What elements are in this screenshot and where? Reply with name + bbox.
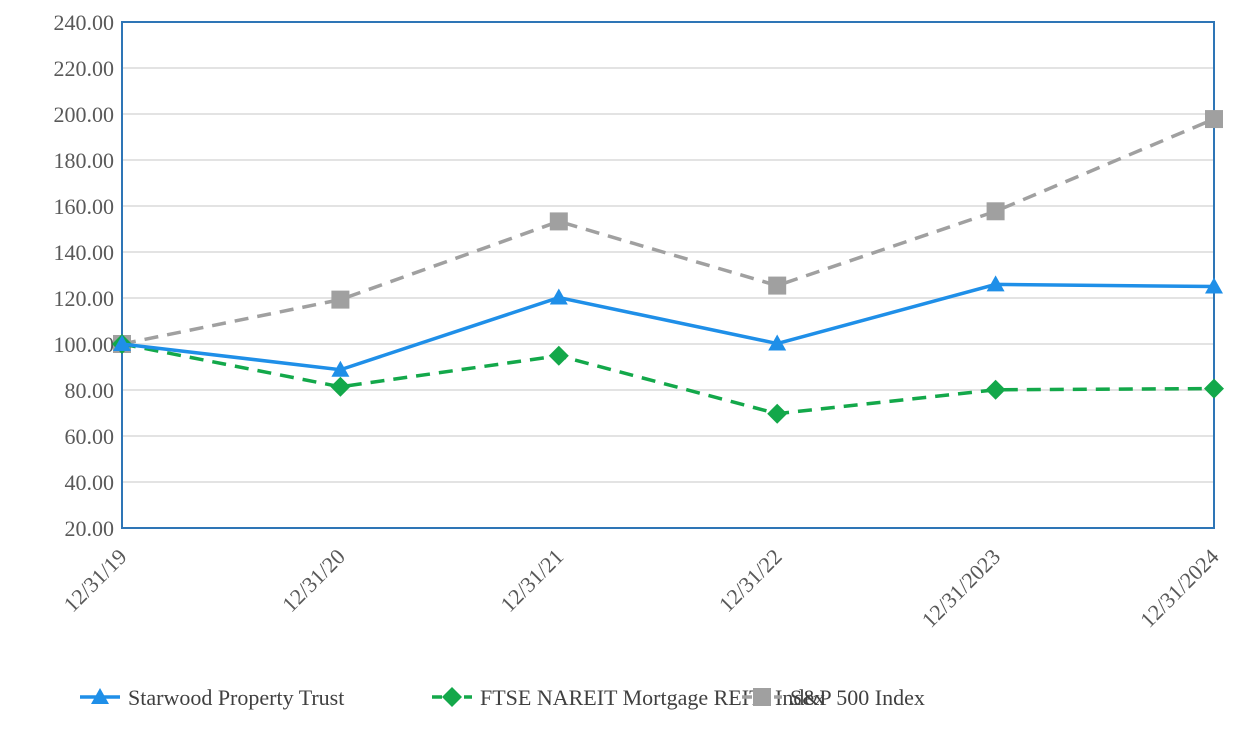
y-tick-label: 60.00: [65, 424, 115, 449]
data-point: [985, 379, 1006, 400]
legend-label: Starwood Property Trust: [128, 685, 344, 710]
data-point: [986, 275, 1005, 292]
data-point: [768, 276, 787, 295]
y-tick-label: 40.00: [65, 470, 115, 495]
legend-item: S&P 500 Index: [742, 685, 925, 710]
x-tick-label: 12/31/21: [495, 544, 568, 617]
data-point: [768, 334, 787, 351]
plot-border: [121, 21, 1215, 529]
square-icon: [753, 688, 771, 706]
y-tick-label: 200.00: [54, 102, 115, 127]
series-line: [121, 117, 1215, 346]
series-2: [113, 110, 1223, 353]
x-tick-label: 12/31/2024: [1135, 544, 1224, 633]
y-tick-label: 20.00: [65, 516, 115, 541]
data-point: [549, 288, 568, 305]
y-tick-label: 100.00: [54, 332, 115, 357]
y-tick-label: 140.00: [54, 240, 115, 265]
x-tick-label: 12/31/22: [714, 544, 787, 617]
legend-item: Starwood Property Trust: [80, 685, 344, 710]
y-tick-label: 120.00: [54, 286, 115, 311]
y-tick-label: 80.00: [65, 378, 115, 403]
series-0: [113, 275, 1223, 377]
diamond-icon: [442, 687, 462, 707]
legend-label: S&P 500 Index: [790, 685, 925, 710]
y-tick-label: 180.00: [54, 148, 115, 173]
x-tick-label: 12/31/2023: [917, 544, 1006, 633]
data-point: [549, 212, 568, 231]
x-tick-label: 12/31/19: [59, 544, 132, 617]
x-tick-label: 12/31/20: [277, 544, 350, 617]
data-point: [330, 376, 351, 397]
data-point: [331, 360, 350, 377]
triangle-icon: [91, 688, 109, 704]
y-tick-label: 220.00: [54, 56, 115, 81]
series-line: [121, 282, 1215, 372]
data-point: [1204, 378, 1224, 399]
data-point: [548, 345, 569, 366]
series-line: [121, 342, 1215, 416]
data-point: [331, 290, 350, 309]
legend-label: FTSE NAREIT Mortgage REITs Index: [480, 685, 825, 710]
data-point: [1205, 110, 1223, 129]
series-1: [112, 334, 1224, 424]
data-point: [767, 403, 788, 424]
y-tick-label: 240.00: [54, 10, 115, 35]
data-point: [113, 335, 131, 351]
data-point: [1205, 277, 1223, 294]
y-tick-label: 160.00: [54, 194, 115, 219]
data-point: [986, 202, 1005, 221]
